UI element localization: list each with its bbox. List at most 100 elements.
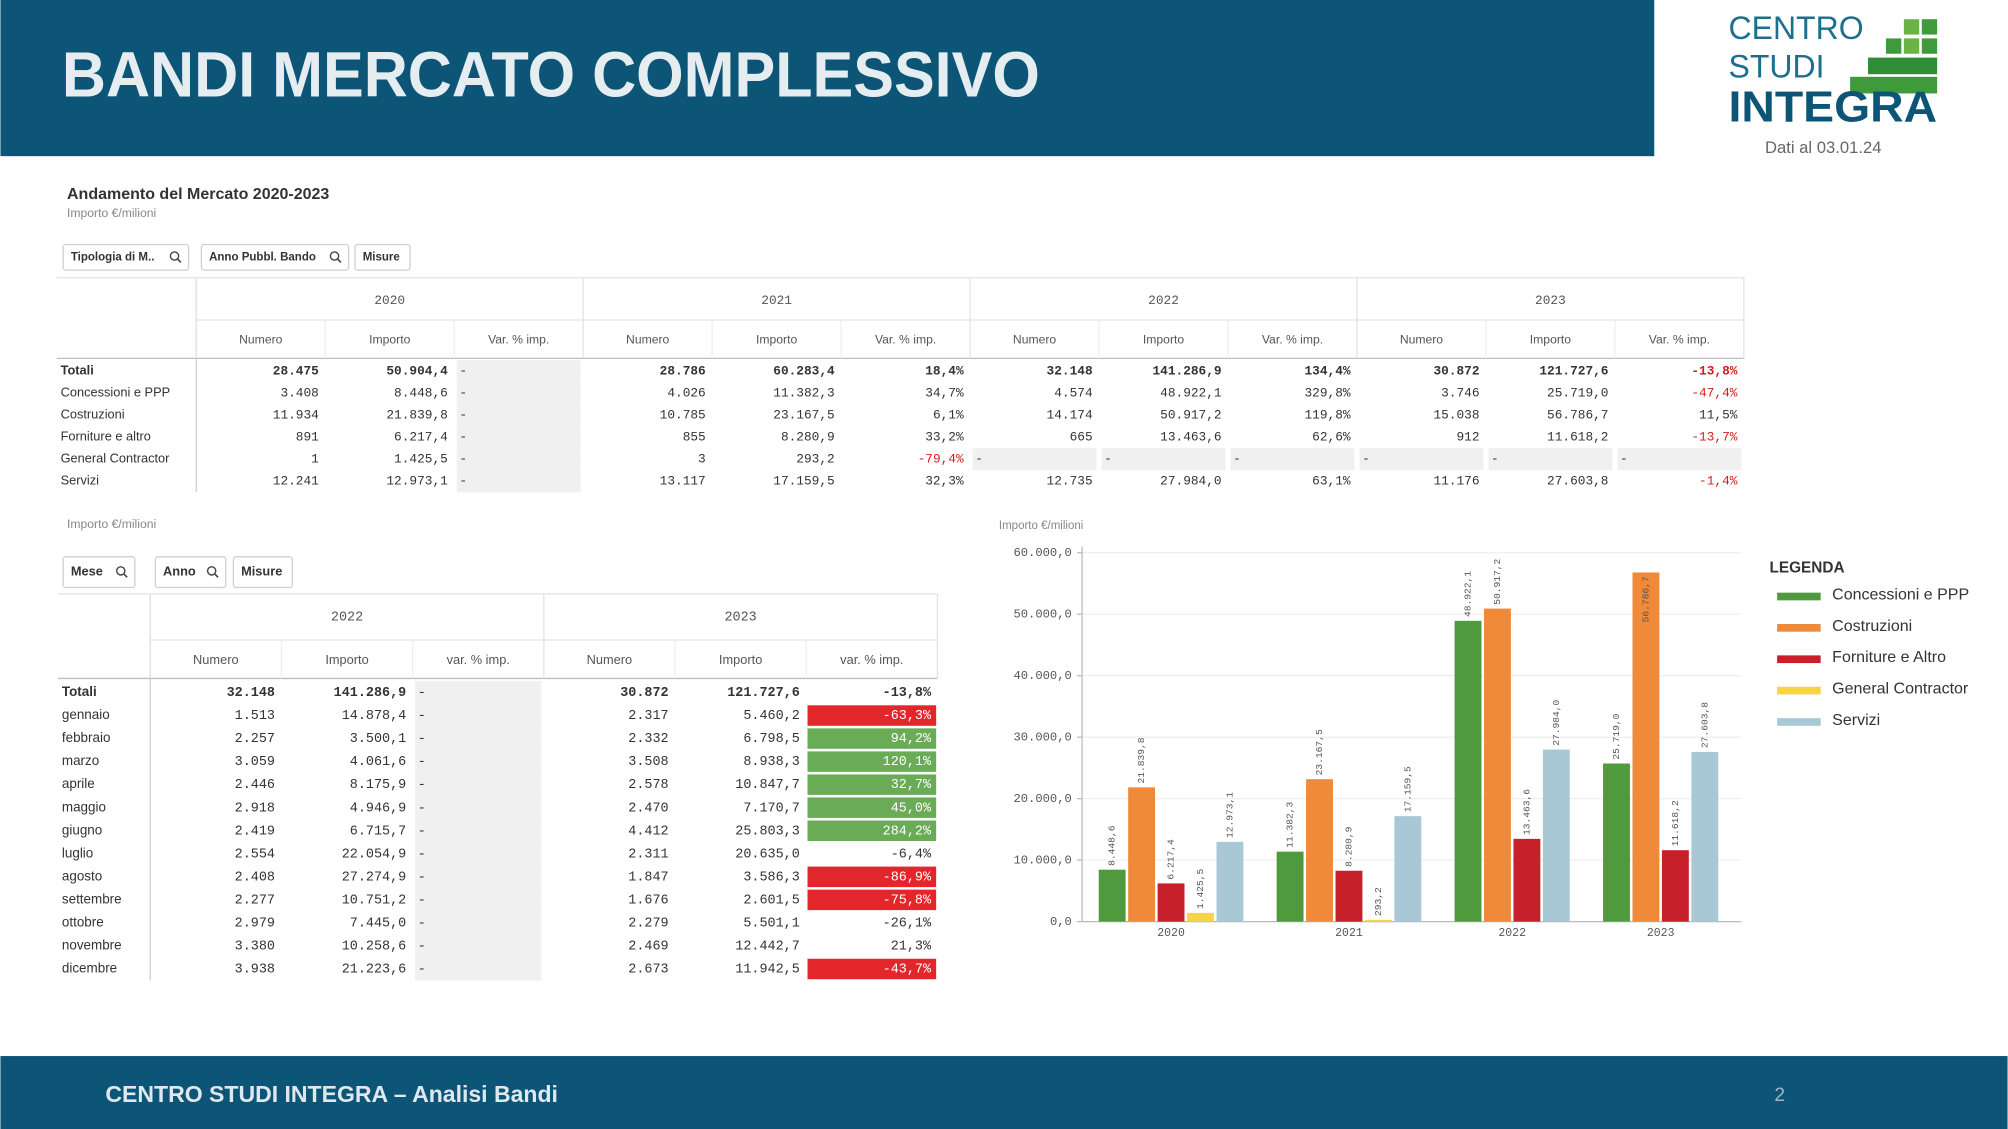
legend-swatch	[1777, 655, 1821, 664]
table-cell: -	[459, 408, 467, 423]
table-cell: 3.938	[235, 963, 275, 978]
empty-cell	[415, 704, 542, 728]
row-label: Servizi	[61, 473, 99, 488]
table-cell: 8.175,9	[350, 778, 406, 793]
empty-cell	[415, 911, 542, 935]
table-cell: 293,2	[796, 452, 834, 467]
logo-text: CENTRO	[1729, 10, 1864, 46]
table-cell: 14.174	[1047, 408, 1093, 423]
column-header: Numero	[193, 652, 239, 667]
table-cell: 11,5%	[1699, 408, 1738, 423]
empty-cell	[415, 819, 542, 843]
filter-button[interactable]	[354, 243, 411, 271]
column-header: Importo	[369, 333, 410, 347]
column-header: Numero	[587, 652, 633, 667]
year-header: 2023	[724, 611, 756, 626]
bar	[1513, 838, 1541, 922]
empty-cell	[456, 448, 581, 471]
x-tick-label: 2022	[1498, 927, 1526, 940]
table-cell: 21,3%	[891, 940, 932, 955]
row-label: General Contractor	[61, 451, 171, 466]
table-subtitle: Importo €/milioni	[67, 517, 156, 531]
table-cell: -47,4%	[1691, 386, 1737, 401]
filter-button[interactable]	[62, 243, 190, 271]
filter-button[interactable]	[232, 556, 293, 589]
empty-cell	[415, 680, 542, 705]
table-cell: -6,4%	[891, 847, 932, 862]
filter-button[interactable]	[154, 556, 227, 589]
data-table: Mese Anno Misure 2022 Numero Importo var. % im…	[58, 556, 939, 981]
bar	[1691, 751, 1719, 922]
empty-cell	[456, 404, 581, 427]
row-label: gennaio	[62, 707, 110, 722]
table-cell: -1,4%	[1699, 474, 1738, 489]
table-cell: 10.751,2	[342, 893, 407, 908]
table-cell: 6,1%	[933, 408, 964, 423]
empty-cell	[415, 934, 542, 958]
table-cell: 2.979	[235, 916, 275, 931]
table-cell: -	[459, 452, 467, 467]
row-label: maggio	[62, 799, 106, 814]
empty-cell	[972, 448, 1097, 471]
data-date: Dati al 03.01.24	[1765, 138, 1881, 157]
table-cell: 32,3%	[925, 474, 964, 489]
empty-cell	[1359, 448, 1484, 471]
table-cell: 10.847,7	[735, 778, 800, 793]
table-cell: 3	[698, 452, 706, 467]
table-cell: 11.934	[273, 408, 319, 423]
table-cell: -	[1620, 452, 1628, 467]
table-cell: 11.618,2	[1547, 430, 1608, 445]
bar	[1542, 749, 1570, 922]
row-label: settembre	[62, 891, 122, 906]
value-label: 12.973,1	[1224, 792, 1235, 838]
table-cell: 56.786,7	[1547, 408, 1608, 423]
table-cell: 7.170,7	[743, 801, 799, 816]
logo-text: STUDI	[1729, 49, 1825, 85]
bar-chart: 0,0 10.000,0 20.000,0 30.000,0 40.000,0 50.00…	[1013, 546, 1969, 940]
table-cell: 20.635,0	[735, 847, 800, 862]
year-header: 2020	[374, 293, 405, 308]
table-cell: 7.445,0	[350, 916, 406, 931]
table-cell: 120,1%	[883, 755, 932, 770]
filter-button[interactable]	[62, 556, 136, 589]
x-tick-label: 2020	[1157, 927, 1185, 940]
table-cell: -	[459, 430, 467, 445]
table-cell: -	[418, 963, 426, 978]
row-label: luglio	[62, 845, 93, 860]
bar	[1216, 841, 1244, 922]
empty-cell	[1617, 448, 1742, 471]
filter-button[interactable]	[200, 243, 350, 271]
bar	[1454, 620, 1482, 922]
table-cell: 3.408	[280, 386, 318, 401]
row-label: Concessioni e PPP	[61, 385, 171, 400]
column-header: Var. % imp.	[875, 333, 936, 347]
legend-label: Servizi	[1832, 712, 1880, 729]
table-cell: -	[418, 847, 426, 862]
empty-cell	[456, 470, 581, 493]
table-cell: -86,9%	[883, 870, 932, 885]
filter-label: Mese	[71, 564, 103, 579]
highlight-cell	[807, 797, 937, 818]
table-cell: 15.038	[1433, 408, 1479, 423]
table-cell: 2.419	[235, 824, 275, 839]
table-title: Andamento del Mercato 2020-2023	[67, 186, 329, 203]
search-icon	[214, 573, 219, 578]
empty-cell	[1101, 448, 1226, 471]
x-tick-label: 2023	[1647, 927, 1675, 940]
value-label: 56.786,7	[1640, 576, 1651, 622]
table-cell: 134,4%	[1304, 364, 1350, 379]
value-label: 11.382,3	[1285, 802, 1296, 848]
table-cell: -26,1%	[883, 916, 932, 931]
table-cell: -	[1233, 452, 1241, 467]
value-label: 8.448,6	[1107, 825, 1118, 866]
table-cell: 25.803,3	[735, 824, 800, 839]
y-tick-label: 40.000,0	[1013, 669, 1071, 683]
table-cell: 665	[1070, 430, 1093, 445]
empty-cell	[415, 727, 542, 751]
table-cell: -	[1362, 452, 1370, 467]
table-cell: 8.448,6	[394, 386, 448, 401]
value-label: 17.159,5	[1402, 766, 1413, 812]
column-header: Importo	[325, 652, 368, 667]
